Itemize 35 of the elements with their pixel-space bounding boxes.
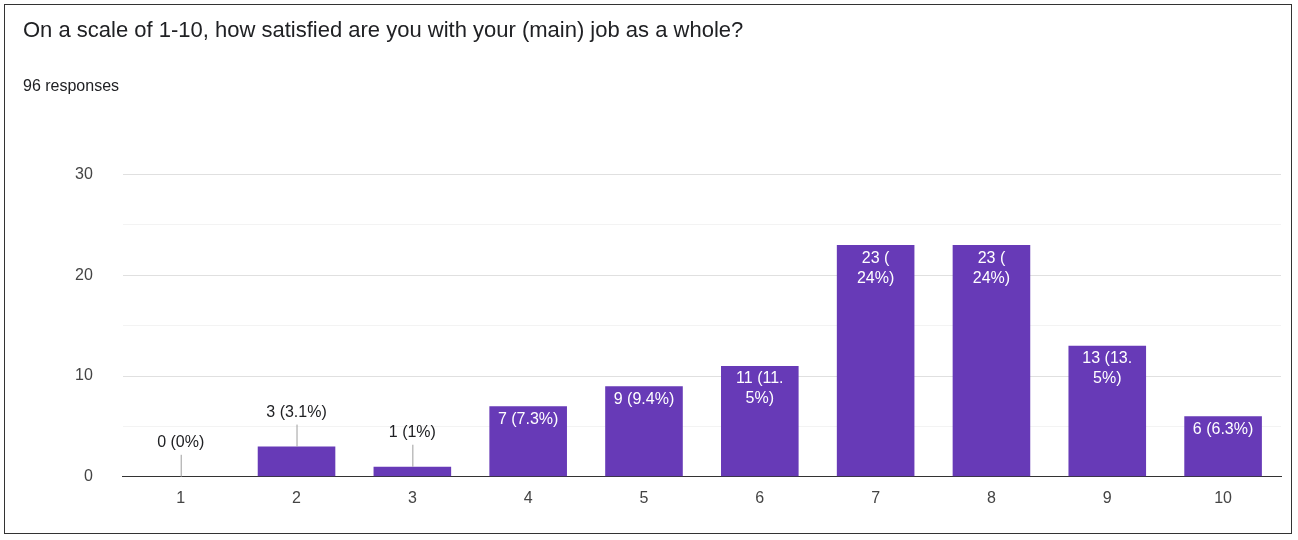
y-tick-label: 30 bbox=[75, 165, 93, 183]
data-label: 9 (9.4%) bbox=[613, 389, 675, 407]
data-label: 6 (6.3%) bbox=[1192, 419, 1254, 437]
x-tick-label: 5 bbox=[639, 488, 649, 506]
x-tick-label: 7 bbox=[871, 488, 881, 506]
x-tick-label: 6 bbox=[755, 488, 765, 506]
y-tick-label: 0 bbox=[83, 467, 93, 485]
data-label: 11 (11.5%) bbox=[736, 369, 784, 407]
chart-subtitle: 96 responses bbox=[23, 77, 120, 95]
y-tick-label: 10 bbox=[75, 366, 93, 384]
x-tick-label: 8 bbox=[987, 488, 996, 506]
bar bbox=[836, 245, 915, 477]
bar bbox=[257, 446, 336, 477]
x-tick-label: 9 bbox=[1102, 488, 1112, 506]
y-tick-label: 20 bbox=[75, 265, 93, 283]
x-tick-label: 3 bbox=[407, 488, 417, 506]
x-tick-label: 2 bbox=[292, 488, 302, 506]
data-label: 23 (24%) bbox=[972, 248, 1011, 286]
bar bbox=[721, 365, 799, 477]
data-label: 0 (0%) bbox=[157, 433, 205, 451]
bar bbox=[952, 245, 1031, 477]
x-tick-label: 4 bbox=[523, 488, 533, 506]
bar bbox=[489, 406, 567, 477]
bar bbox=[605, 386, 683, 477]
data-label: 1 (1%) bbox=[388, 423, 436, 441]
bar bbox=[1184, 416, 1262, 477]
data-label: 3 (3.1%) bbox=[266, 402, 327, 420]
x-tick-label: 1 bbox=[176, 488, 186, 506]
bar bbox=[1068, 345, 1147, 477]
chart-title: On a scale of 1-10, how satisfied are you with your (main) job as a whole? bbox=[23, 17, 744, 43]
bar bbox=[373, 466, 452, 477]
data-label: 7 (7.3%) bbox=[497, 409, 559, 427]
data-label: 23 (24%) bbox=[856, 248, 895, 286]
x-tick-label: 10 bbox=[1214, 488, 1233, 506]
data-label: 13 (13.5%) bbox=[1082, 349, 1133, 387]
